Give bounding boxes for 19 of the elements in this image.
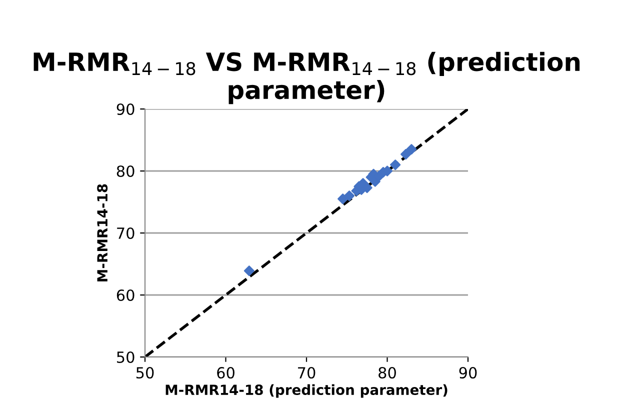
point — [390, 160, 401, 170]
x-tick-label: 90 — [459, 366, 477, 379]
x-tick-label: 80 — [378, 366, 396, 379]
y-axis-title: M-RMR14-18 — [97, 184, 108, 282]
y-tick-label: 70 — [117, 227, 134, 240]
chart-title: M-RMR$_{14−18}$ VS M-RMR$_{14−18}$ (prediction parameter) — [34, 52, 580, 104]
point — [406, 144, 417, 155]
x-tick-label: 60 — [217, 366, 234, 379]
point — [344, 190, 355, 202]
y-tick-label: 80 — [116, 165, 134, 178]
x-tick-label: 70 — [298, 366, 316, 379]
point — [400, 148, 412, 160]
x-axis-title: M-RMR14-18 (prediction parameter) — [166, 384, 448, 398]
point — [338, 194, 348, 204]
y-tick-label: 50 — [117, 351, 134, 364]
y-tick-label: 60 — [116, 289, 134, 302]
point — [244, 266, 254, 276]
y-tick-label: 90 — [116, 103, 134, 116]
x-tick-label: 50 — [136, 366, 154, 379]
